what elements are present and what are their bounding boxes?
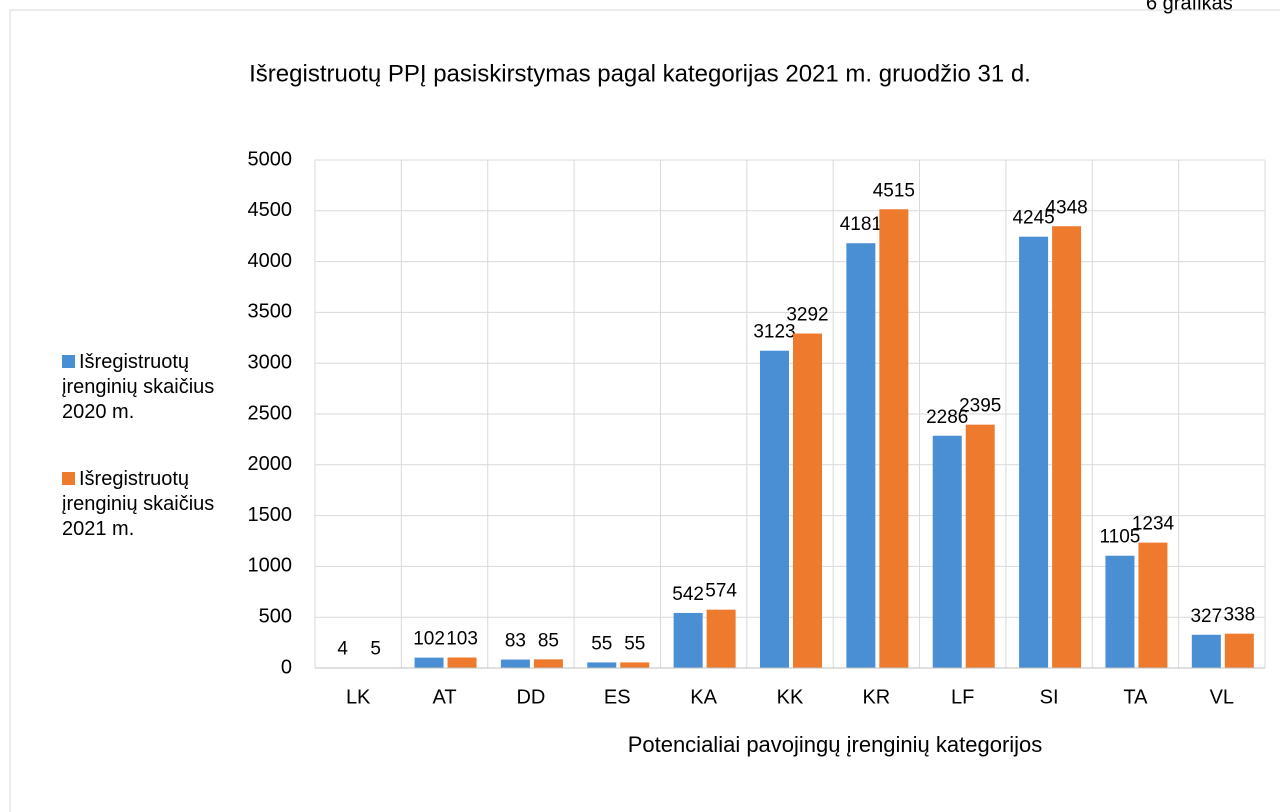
bar: [760, 350, 789, 668]
data-label: 4: [337, 639, 348, 660]
data-label: 1234: [1132, 514, 1175, 535]
x-tick-label: TA: [1123, 686, 1148, 708]
x-tick-label: ES: [604, 686, 631, 708]
x-tick-label: KA: [690, 686, 717, 708]
x-tick-label: SI: [1040, 686, 1059, 708]
bar: [932, 435, 962, 668]
data-label: 85: [538, 630, 559, 651]
bar: [447, 657, 477, 668]
y-tick-label: 2000: [248, 453, 293, 475]
y-tick-label: 500: [259, 605, 292, 627]
x-tick-label: KR: [862, 686, 890, 708]
note: 6 grafikas: [1146, 0, 1233, 14]
x-tick-label: LF: [951, 686, 974, 708]
data-label: 542: [672, 584, 704, 605]
bar: [1224, 633, 1254, 668]
bar: [673, 612, 703, 668]
data-label: 327: [1190, 606, 1222, 627]
x-tick-label: DD: [516, 686, 545, 708]
data-label: 4515: [873, 180, 915, 201]
data-label: 338: [1223, 605, 1255, 626]
y-tick-label: 5000: [248, 148, 293, 170]
data-label: 55: [624, 633, 645, 654]
data-label: 3123: [753, 322, 795, 343]
x-tick-label: VL: [1210, 686, 1234, 708]
data-label: 102: [413, 629, 445, 650]
bar: [1019, 236, 1049, 668]
y-tick-label: 1000: [248, 555, 293, 577]
y-tick-label: 3000: [248, 351, 293, 373]
legend-item: Išregistruotų įrenginių skaičius 2020 m.: [62, 350, 232, 425]
bar: [793, 333, 822, 668]
bar: [846, 243, 876, 669]
bar: [879, 209, 909, 668]
data-label: 574: [705, 581, 737, 602]
bar: [1138, 542, 1168, 668]
bar: [620, 662, 650, 668]
x-tick-label: AT: [433, 686, 457, 708]
y-tick-label: 1500: [248, 504, 293, 526]
y-tick-label: 3500: [248, 301, 293, 323]
legend-swatch: [62, 355, 75, 368]
y-tick-label: 2500: [248, 402, 293, 424]
bar: [414, 657, 444, 668]
bar: [965, 424, 995, 668]
bar: [706, 609, 736, 668]
data-label: 2395: [959, 396, 1001, 417]
chart-title: Išregistruotų PPĮ pasiskirstymas pagal k…: [249, 60, 1031, 87]
legend-item: Išregistruotų įrenginių skaičius 2021 m.: [62, 467, 232, 542]
bar: [500, 659, 530, 668]
x-tick-label: LK: [346, 686, 371, 708]
data-label: 55: [591, 633, 612, 654]
bar: [1191, 634, 1221, 668]
legend-label: Išregistruotų įrenginių skaičius 2020 m.: [62, 351, 215, 423]
data-label: 1105: [1100, 527, 1141, 548]
legend-label: Išregistruotų įrenginių skaičius 2021 m.: [62, 468, 215, 540]
y-tick-label: 4500: [248, 199, 293, 221]
data-label: 5: [370, 639, 381, 660]
data-label: 2286: [926, 407, 968, 428]
bar: [1105, 555, 1135, 668]
x-axis-title: Potencialiai pavojingų įrenginių kategor…: [628, 732, 1043, 757]
data-label: 4245: [1012, 208, 1054, 229]
data-label: 103: [446, 629, 478, 650]
y-tick-label: 4000: [248, 250, 293, 272]
data-label: 4348: [1045, 197, 1087, 218]
data-label: 3292: [786, 305, 828, 326]
x-tick-label: KK: [777, 686, 804, 708]
bar: [533, 659, 563, 668]
legend-swatch: [62, 472, 75, 485]
data-label: 4181: [840, 214, 882, 235]
bar: [1052, 226, 1082, 668]
y-tick-label: 0: [281, 656, 292, 678]
data-label: 83: [505, 631, 526, 652]
bar: [587, 662, 617, 668]
